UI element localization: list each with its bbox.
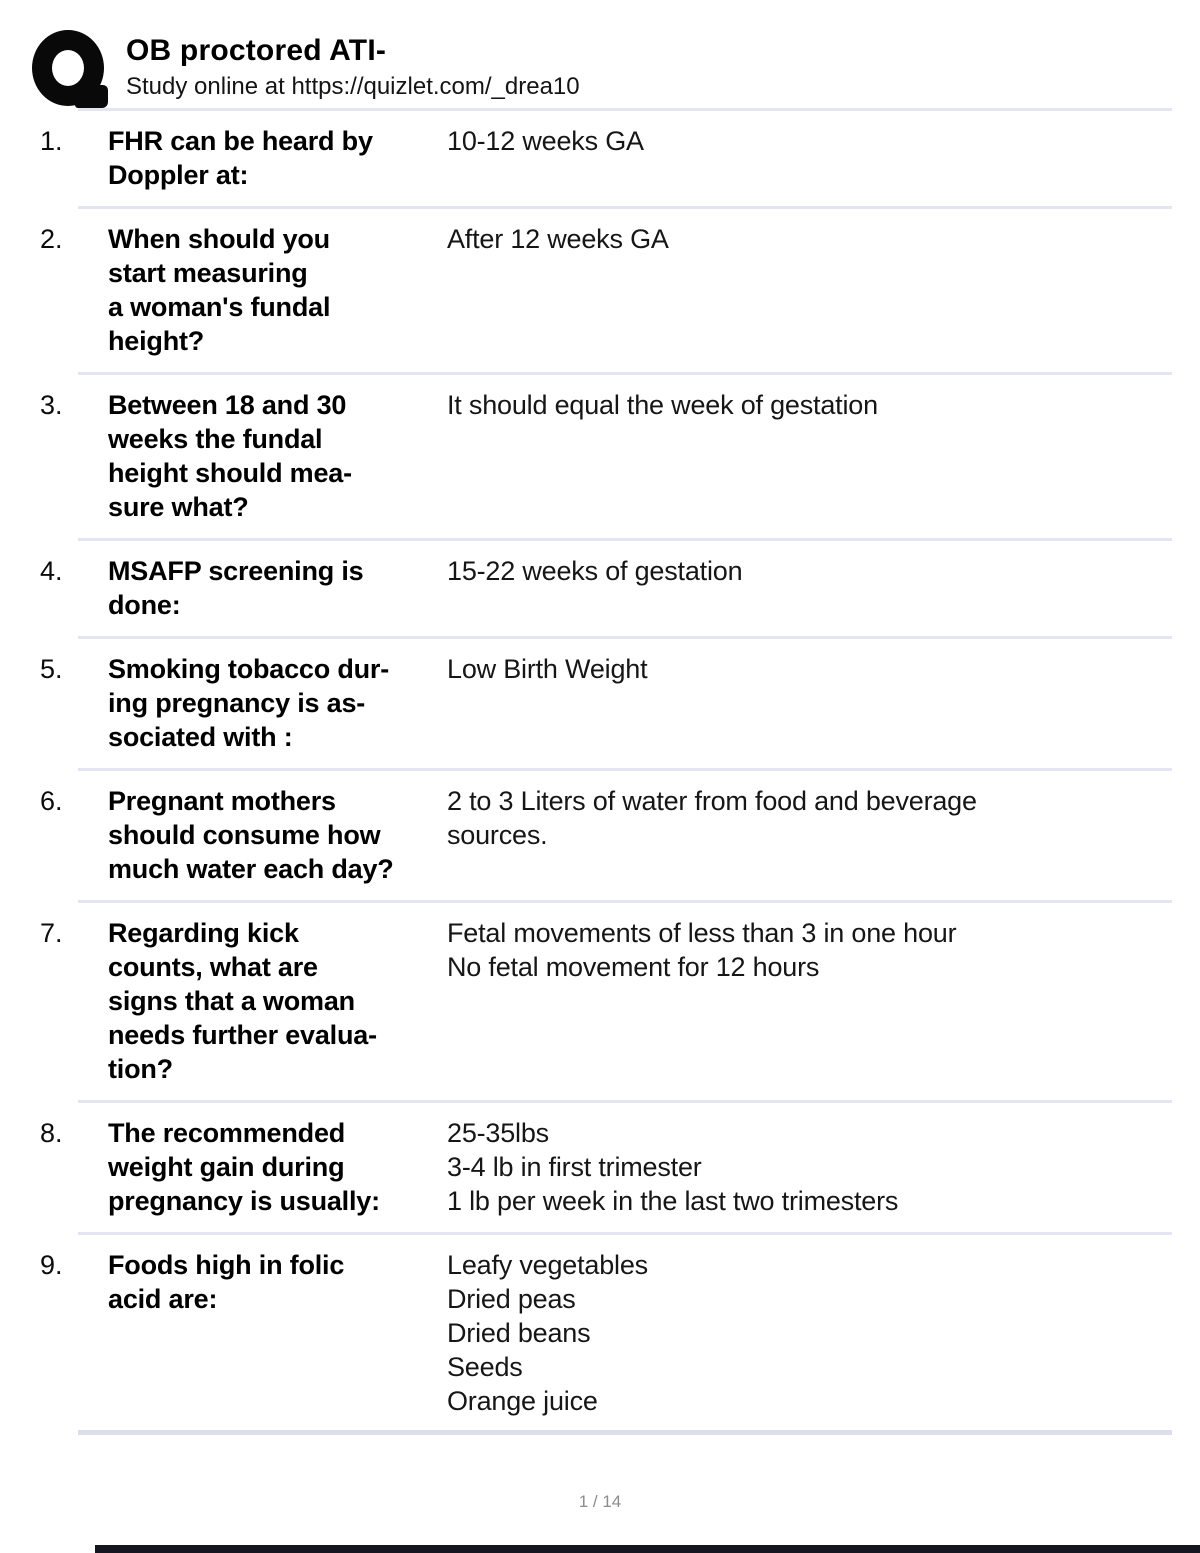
qa-row-3: 3. Between 18 and 30 weeks the fundal he… bbox=[40, 375, 1172, 541]
qa-answer: Fetal movements of less than 3 in one ho… bbox=[447, 918, 957, 982]
qa-number: 3. bbox=[40, 390, 63, 420]
qa-answer: 15-22 weeks of gestation bbox=[447, 556, 743, 586]
page-number-indicator: 1 / 14 bbox=[578, 1492, 622, 1511]
qa-number: 1. bbox=[40, 126, 63, 156]
qa-answer: 25-35lbs 3-4 lb in first trimester 1 lb … bbox=[447, 1118, 899, 1216]
qa-row-7: 7. Regarding kick counts, what are signs… bbox=[40, 903, 1172, 1103]
qa-row-8: 8. The recommended weight gain during pr… bbox=[40, 1103, 1172, 1235]
qa-question: The recommended weight gain during pregn… bbox=[108, 1118, 380, 1216]
qa-question: MSAFP screening is done: bbox=[108, 556, 364, 620]
qa-number: 5. bbox=[40, 654, 63, 684]
document-title: OB proctored ATI- bbox=[126, 34, 387, 67]
qa-number: 7. bbox=[40, 918, 63, 948]
quizlet-q-tail bbox=[75, 85, 108, 108]
qa-number: 2. bbox=[40, 224, 63, 254]
qa-list: 1. FHR can be heard by Doppler at: 10-12… bbox=[40, 111, 1172, 1435]
quizlet-q-logo-icon bbox=[32, 30, 108, 108]
qa-question: When should you start measuring a woman'… bbox=[108, 224, 331, 356]
qa-answer: 2 to 3 Liters of water from food and bev… bbox=[447, 786, 977, 850]
qa-question: Between 18 and 30 weeks the fundal heigh… bbox=[108, 390, 352, 522]
title-block: OB proctored ATI- Study online at https:… bbox=[126, 30, 580, 102]
qa-answer: It should equal the week of gestation bbox=[447, 390, 878, 420]
qa-question: Smoking tobacco dur- ing pregnancy is as… bbox=[108, 654, 390, 752]
study-online-link[interactable]: Study online at https://quizlet.com/_dre… bbox=[126, 73, 580, 100]
qa-row-5: 5. Smoking tobacco dur- ing pregnancy is… bbox=[40, 639, 1172, 771]
qa-row-9: 9. Foods high in folic acid are: Leafy v… bbox=[40, 1235, 1172, 1435]
qa-answer: Low Birth Weight bbox=[447, 654, 648, 684]
qa-answer: Leafy vegetables Dried peas Dried beans … bbox=[447, 1250, 648, 1416]
qa-question: Pregnant mothers should consume how much… bbox=[108, 786, 394, 884]
qa-answer: After 12 weeks GA bbox=[447, 224, 669, 254]
qa-answer: 10-12 weeks GA bbox=[447, 126, 644, 156]
qa-row-4: 4. MSAFP screening is done: 15-22 weeks … bbox=[40, 541, 1172, 639]
qa-question: FHR can be heard by Doppler at: bbox=[108, 126, 373, 190]
document-header: OB proctored ATI- Study online at https:… bbox=[0, 0, 1200, 111]
qa-row-2: 2. When should you start measuring a wom… bbox=[40, 209, 1172, 375]
qa-number: 8. bbox=[40, 1118, 63, 1148]
qa-number: 6. bbox=[40, 786, 63, 816]
qa-row-1: 1. FHR can be heard by Doppler at: 10-12… bbox=[40, 111, 1172, 209]
qa-question: Regarding kick counts, what are signs th… bbox=[108, 918, 377, 1084]
qa-number: 9. bbox=[40, 1250, 63, 1280]
qa-number: 4. bbox=[40, 556, 63, 586]
qa-question: Foods high in folic acid are: bbox=[108, 1250, 345, 1314]
qa-row-6: 6. Pregnant mothers should consume how m… bbox=[40, 771, 1172, 903]
page-edge-bar bbox=[95, 1545, 1200, 1553]
